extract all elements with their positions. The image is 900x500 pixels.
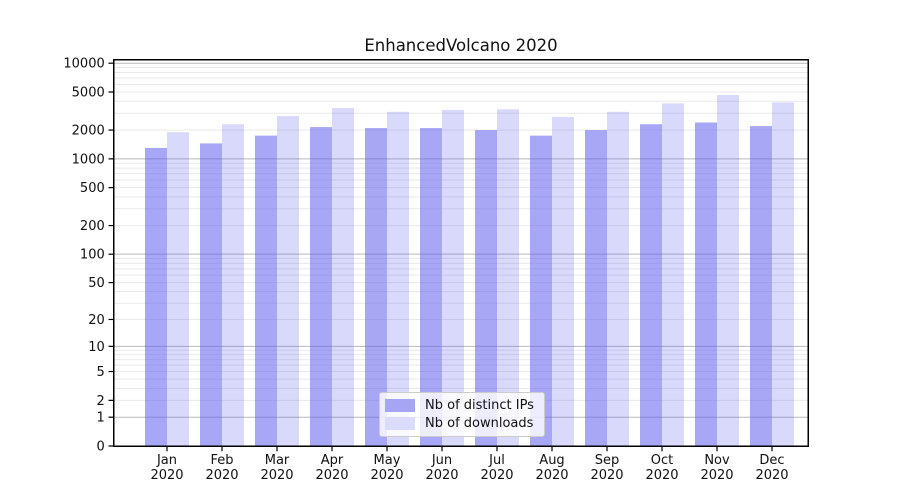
y-tick-label-0: 0 bbox=[96, 440, 104, 455]
y-tick-label-500: 500 bbox=[80, 181, 105, 196]
plot-frame bbox=[113, 59, 809, 447]
legend-item: Nb of distinct IPs bbox=[385, 396, 538, 415]
bar-feb-distinct-ips bbox=[200, 143, 222, 446]
legend-label-distinct-ips: Nb of distinct IPs bbox=[425, 397, 534, 413]
bar-may-downloads bbox=[387, 111, 409, 446]
x-tick-label-may: May 2020 bbox=[370, 453, 403, 483]
x-tick-label-aug: Aug 2020 bbox=[535, 453, 568, 483]
y-tick-label-5000: 5000 bbox=[72, 86, 105, 101]
bar-nov-distinct-ips bbox=[695, 122, 717, 446]
bar-jun-downloads bbox=[442, 109, 464, 446]
chart-title: EnhancedVolcano 2020 bbox=[364, 36, 558, 55]
x-tick-label-sep: Sep 2020 bbox=[590, 453, 623, 483]
x-tick-label-apr: Apr 2020 bbox=[315, 453, 348, 483]
bar-mar-distinct-ips bbox=[255, 135, 277, 446]
y-tick-label-10: 10 bbox=[88, 340, 105, 355]
x-tick-label-dec: Dec 2020 bbox=[755, 453, 788, 483]
y-tick-label-2000: 2000 bbox=[72, 124, 105, 139]
y-tick-label-1: 1 bbox=[96, 411, 104, 426]
bar-sep-downloads bbox=[607, 111, 629, 446]
x-tick-label-jan: Jan 2020 bbox=[150, 453, 183, 483]
legend-item: Nb of downloads bbox=[385, 415, 538, 434]
bar-dec-downloads bbox=[772, 102, 794, 446]
y-tick-label-2: 2 bbox=[96, 394, 104, 409]
bar-mar-downloads bbox=[277, 116, 299, 446]
bar-jul-distinct-ips bbox=[475, 130, 497, 446]
bar-jan-distinct-ips bbox=[145, 147, 167, 446]
y-tick-label-100: 100 bbox=[80, 248, 105, 263]
bar-apr-downloads bbox=[332, 108, 354, 446]
y-tick-label-10000: 10000 bbox=[63, 57, 104, 72]
bar-jul-downloads bbox=[497, 109, 519, 446]
bar-feb-downloads bbox=[222, 124, 244, 446]
bar-aug-distinct-ips bbox=[530, 135, 552, 446]
bar-jun-distinct-ips bbox=[420, 128, 442, 446]
chart-legend: Nb of distinct IPs Nb of downloads bbox=[379, 392, 545, 437]
bar-may-distinct-ips bbox=[365, 128, 387, 446]
legend-swatch-downloads-icon bbox=[385, 417, 415, 431]
x-tick-label-mar: Mar 2020 bbox=[260, 453, 293, 483]
bar-oct-distinct-ips bbox=[640, 124, 662, 446]
bar-jan-downloads bbox=[167, 132, 189, 446]
bar-dec-distinct-ips bbox=[750, 126, 772, 446]
x-tick-label-jul: Jul 2020 bbox=[480, 453, 513, 483]
y-tick-label-5: 5 bbox=[96, 365, 104, 380]
bar-apr-distinct-ips bbox=[310, 127, 332, 446]
y-tick-label-200: 200 bbox=[80, 219, 105, 234]
bar-nov-downloads bbox=[717, 95, 739, 446]
legend-swatch-distinct-ips-icon bbox=[385, 398, 415, 412]
x-tick-label-oct: Oct 2020 bbox=[645, 453, 678, 483]
bar-oct-downloads bbox=[662, 103, 684, 446]
x-tick-label-jun: Jun 2020 bbox=[425, 453, 458, 483]
x-tick-label-feb: Feb 2020 bbox=[205, 453, 238, 483]
bar-aug-downloads bbox=[552, 116, 574, 446]
y-tick-label-50: 50 bbox=[88, 276, 105, 291]
x-tick-label-nov: Nov 2020 bbox=[700, 453, 733, 483]
y-tick-label-20: 20 bbox=[88, 313, 105, 328]
legend-label-downloads: Nb of downloads bbox=[425, 416, 534, 432]
bar-sep-distinct-ips bbox=[585, 130, 607, 446]
y-tick-label-1000: 1000 bbox=[72, 152, 105, 167]
